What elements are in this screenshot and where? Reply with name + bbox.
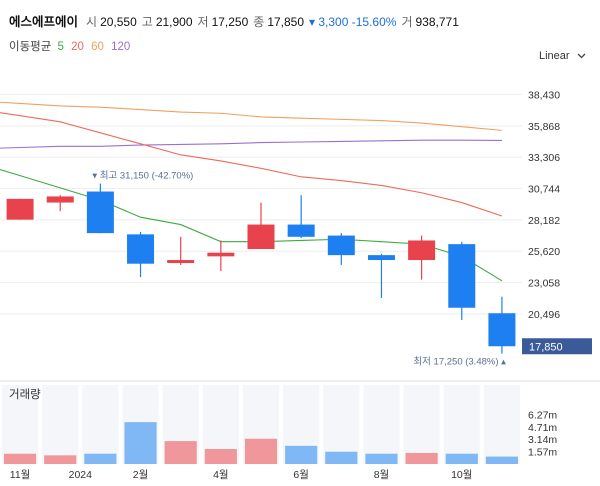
candle-body bbox=[287, 224, 315, 237]
volume-column-bg bbox=[443, 385, 480, 464]
low-value: 17,250 bbox=[211, 15, 249, 29]
volume-bar bbox=[285, 445, 318, 464]
ma-20-line bbox=[0, 112, 503, 217]
candle-body bbox=[207, 252, 235, 257]
ma-60-label: 60 bbox=[91, 41, 104, 53]
volume-tick-label: 3.14m bbox=[528, 434, 557, 446]
chevron-down-icon bbox=[577, 53, 586, 59]
moving-average-legend[interactable]: 이동평균 5 20 60 120 bbox=[9, 38, 134, 54]
price-tick-label: 38,430 bbox=[528, 90, 560, 102]
price-tick-label: 20,496 bbox=[528, 309, 560, 321]
volume-tick-label: 1.57m bbox=[528, 447, 557, 459]
volume-bar bbox=[244, 438, 278, 464]
volume-column-bg bbox=[82, 385, 119, 464]
volume-bar bbox=[164, 441, 197, 464]
last-price-label: 17,850 bbox=[529, 341, 563, 353]
ma-60-line bbox=[0, 101, 502, 131]
ma-5-label: 5 bbox=[57, 41, 64, 53]
volume-bar bbox=[485, 456, 518, 464]
volume-column-bg bbox=[363, 385, 400, 464]
ma-20-label: 20 bbox=[71, 41, 84, 53]
low-price-marker: 최저 17,250 (3.48%) ▴ bbox=[413, 357, 506, 368]
volume-title: 거래량 bbox=[9, 388, 41, 401]
candle-body bbox=[167, 260, 195, 264]
volume-bar bbox=[4, 453, 37, 464]
low-label: 저 bbox=[197, 15, 209, 29]
x-tick-label: 2월 bbox=[133, 469, 149, 481]
close-value: 17,850 bbox=[267, 15, 305, 29]
volume-column-bg bbox=[323, 385, 360, 464]
open-value: 20,550 bbox=[100, 15, 137, 29]
candle-body bbox=[46, 196, 74, 203]
x-tick-label: 10월 bbox=[451, 469, 472, 481]
volume-column-bg bbox=[403, 385, 440, 464]
high-value: 21,900 bbox=[155, 15, 193, 29]
candle-body bbox=[488, 313, 516, 347]
ma-120-line bbox=[0, 139, 502, 149]
candle-body bbox=[408, 240, 436, 261]
volume-bar bbox=[325, 451, 358, 464]
volume-bar bbox=[84, 453, 117, 464]
x-tick-label: 11월 bbox=[10, 469, 31, 481]
change-value: ▾ 3,300 -15.60% bbox=[309, 15, 397, 29]
candle-body bbox=[448, 244, 476, 308]
volume-tick-label: 4.71m bbox=[528, 422, 557, 434]
scale-toggle[interactable]: Linear bbox=[539, 50, 586, 62]
price-tick-label: 33,306 bbox=[528, 152, 560, 164]
high-label: 고 bbox=[141, 15, 153, 29]
ma-title: 이동평균 bbox=[9, 41, 52, 53]
volume-bar bbox=[124, 422, 157, 464]
volume-column-bg bbox=[2, 385, 39, 464]
x-tick-label: 8월 bbox=[374, 469, 390, 481]
candle-body bbox=[6, 198, 34, 220]
stock-name: 에스에프에이 bbox=[9, 15, 79, 29]
price-tick-label: 25,620 bbox=[528, 246, 560, 258]
volume-column-bg bbox=[483, 385, 520, 464]
close-label: 종 bbox=[253, 15, 265, 29]
open-label: 시 bbox=[86, 15, 98, 29]
volume-bar bbox=[405, 452, 438, 464]
volume-column-bg bbox=[42, 385, 79, 464]
ma-120-label: 120 bbox=[111, 41, 131, 53]
price-tick-label: 30,744 bbox=[528, 184, 560, 196]
price-header: 에스에프에이 시 20,550 고 21,900 저 17,250 종 17,850 ▾… bbox=[9, 11, 464, 30]
volume-tick-label: 6.27m bbox=[528, 409, 557, 421]
x-tick-label: 6월 bbox=[293, 469, 309, 481]
volume-bar bbox=[445, 453, 478, 464]
price-tick-label: 28,182 bbox=[528, 215, 560, 227]
volume-bar bbox=[44, 455, 77, 464]
price-tick-label: 35,868 bbox=[528, 121, 560, 133]
candle-body bbox=[86, 191, 114, 234]
scale-label: Linear bbox=[539, 50, 570, 62]
candle-body bbox=[367, 255, 395, 261]
volume-value: 938,771 bbox=[415, 15, 459, 29]
volume-bar bbox=[365, 453, 398, 464]
last-price-tag bbox=[522, 338, 592, 355]
price-tick-label: 23,058 bbox=[528, 278, 560, 290]
volume-bar bbox=[204, 448, 237, 464]
volume-label: 거 bbox=[401, 15, 413, 29]
candle-body bbox=[127, 234, 155, 264]
x-tick-label: 2024 bbox=[69, 469, 93, 481]
candle-body bbox=[327, 235, 355, 256]
high-price-marker: ▾ 최고 31,150 (-42.70%) bbox=[92, 171, 193, 182]
candle-body bbox=[247, 224, 275, 250]
x-tick-label: 4월 bbox=[213, 469, 229, 481]
